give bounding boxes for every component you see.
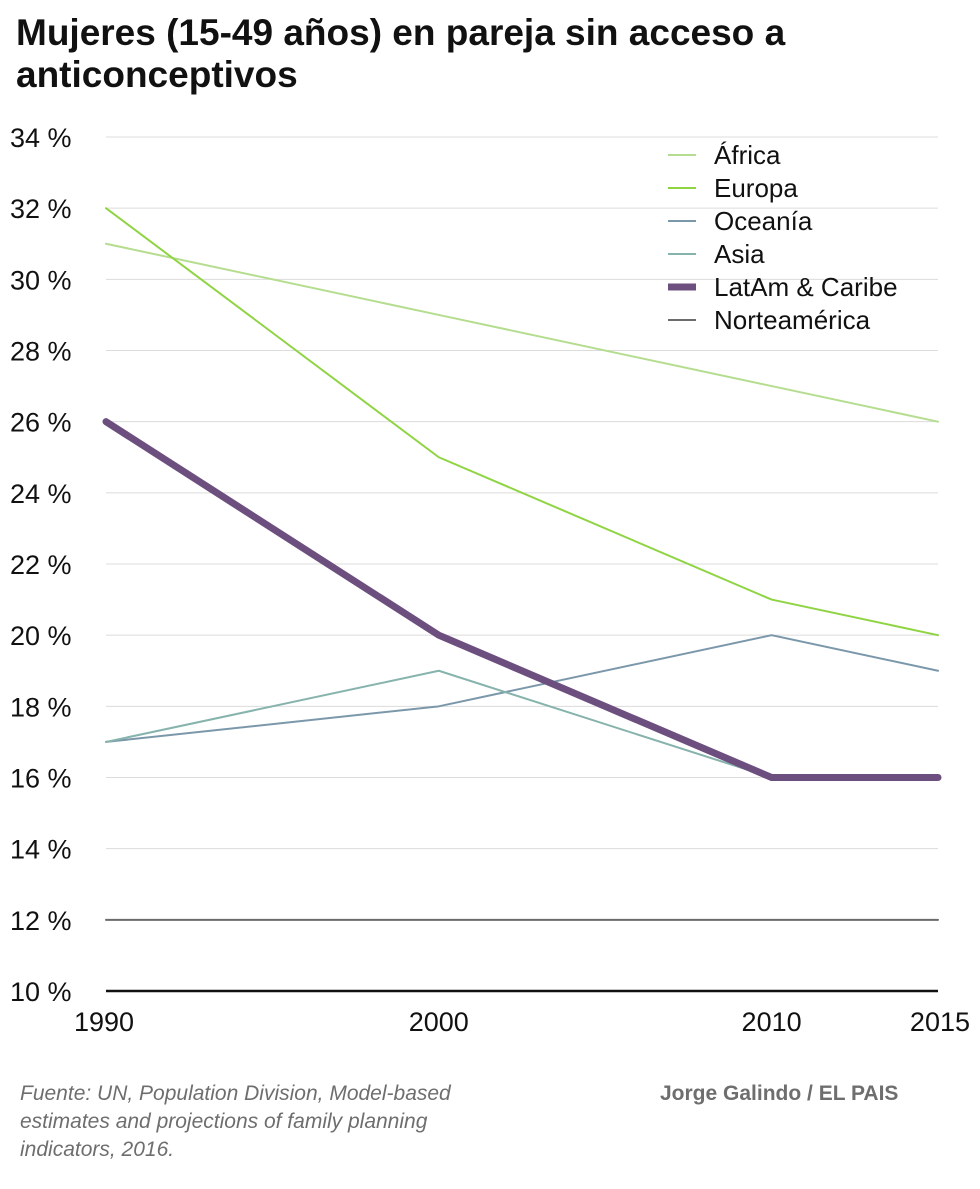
legend-label: Asia [714, 239, 765, 269]
y-tick-label: 32 % [10, 194, 72, 224]
series-line [105, 669, 939, 779]
y-tick-label: 26 % [10, 408, 72, 438]
y-tick-label: 34 % [10, 123, 72, 153]
grid-lines [106, 136, 938, 921]
series-lines [102, 207, 942, 921]
y-tick-label: 22 % [10, 550, 72, 580]
series-line [105, 634, 939, 743]
x-tick-label: 2015 [910, 1007, 970, 1037]
series-line [102, 418, 942, 781]
y-tick-label: 20 % [10, 621, 72, 651]
legend-label: Oceanía [714, 206, 813, 236]
x-tick-label: 2010 [742, 1007, 802, 1037]
y-tick-label: 24 % [10, 479, 72, 509]
y-tick-label: 10 % [10, 977, 72, 1007]
y-tick-label: 30 % [10, 265, 72, 295]
y-tick-label: 18 % [10, 692, 72, 722]
series-line [105, 242, 939, 423]
x-axis-ticks: 1990 2000 2010 2015 [74, 989, 970, 1037]
series-line [105, 207, 939, 637]
y-tick-label: 16 % [10, 764, 72, 794]
x-tick-label: 2000 [409, 1007, 469, 1037]
chart-title: Mujeres (15-49 años) en pareja sin acces… [16, 12, 786, 95]
y-axis-ticks: 10 % 12 % 14 % 16 % 18 % 20 % 22 % 24 % 26 % 28 %… [10, 123, 72, 1007]
legend-label: Norteamérica [714, 305, 871, 335]
legend-label: África [714, 140, 781, 170]
source-note: Fuente: UN, Population Division, Model-b… [20, 1082, 451, 1161]
y-tick-label: 28 % [10, 337, 72, 367]
y-tick-label: 12 % [10, 906, 72, 936]
legend-label: Europa [714, 173, 798, 203]
x-tick-label: 1990 [74, 1007, 134, 1037]
y-tick-label: 14 % [10, 835, 72, 865]
legend-label: LatAm & Caribe [714, 272, 898, 302]
author-credit: Jorge Galindo / EL PAIS [660, 1082, 899, 1105]
